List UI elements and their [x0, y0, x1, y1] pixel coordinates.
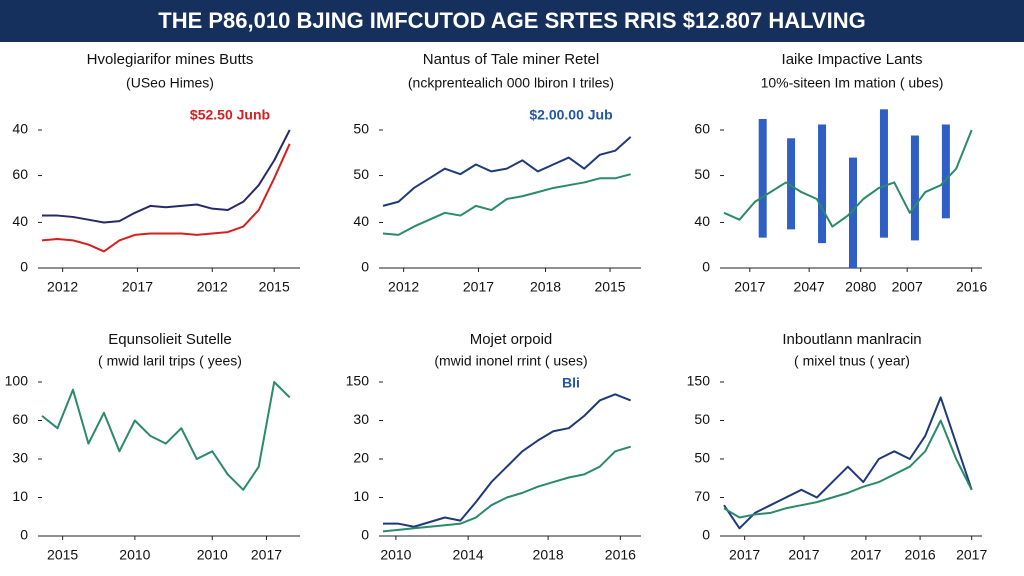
- x-tick-label: 2015: [47, 547, 78, 563]
- y-tick-label: 30: [353, 411, 369, 427]
- x-tick-label: 2007: [892, 279, 923, 295]
- title-banner: [0, 0, 1024, 42]
- chart-title: Hvolegiarifor mines Butts: [87, 51, 254, 68]
- x-tick-label: 2010: [380, 547, 411, 563]
- annotation: $52.50 Junb: [190, 107, 270, 123]
- y-tick-label: 0: [702, 259, 710, 275]
- x-tick-label: 2010: [197, 547, 228, 563]
- chart-title: Iaike Impactive Lants: [782, 51, 923, 68]
- range-bar: [910, 135, 919, 241]
- y-tick-label: 60: [12, 166, 28, 182]
- series-line: [41, 143, 291, 253]
- y-tick-label: 150: [346, 373, 370, 389]
- y-tick-label: 50: [694, 450, 710, 466]
- x-tick-label: 2018: [533, 547, 564, 563]
- x-tick-label: 2012: [388, 279, 419, 295]
- y-tick-label: 50: [694, 411, 710, 427]
- y-tick-label: 150: [687, 373, 711, 389]
- y-tick-label: 30: [12, 450, 28, 466]
- x-tick-label: 2017: [850, 547, 881, 563]
- x-tick-label: 2047: [794, 279, 825, 295]
- y-tick-label: 0: [20, 259, 28, 275]
- x-tick-label: 2016: [956, 279, 987, 295]
- chart-title: Equnsolieit Sutelle: [108, 331, 231, 348]
- chart-title: Inboutlann manlracin: [782, 331, 921, 348]
- series-line: [382, 173, 631, 236]
- series-line: [42, 129, 291, 224]
- annotation: $2.00.00 Jub: [529, 107, 612, 123]
- x-tick-label: 2012: [197, 279, 228, 295]
- y-tick-label: 50: [353, 121, 369, 137]
- chart-subtitle: ( mixel tnus ( year): [794, 353, 910, 369]
- y-tick-label: 60: [694, 121, 710, 137]
- x-tick-label: 2017: [251, 547, 282, 563]
- x-tick-label: 2017: [956, 547, 987, 563]
- y-tick-label: 40: [12, 213, 28, 229]
- range-bar: [879, 109, 888, 238]
- x-tick-label: 2080: [845, 279, 876, 295]
- y-tick-label: 40: [12, 121, 28, 137]
- chart-subtitle: (mwid inonel rrint ( uses): [434, 353, 587, 369]
- range-bar: [849, 157, 857, 268]
- y-tick-label: 50: [694, 166, 710, 182]
- x-tick-label: 2010: [119, 547, 150, 563]
- annotation: Bli: [562, 375, 580, 391]
- range-bar: [758, 118, 767, 238]
- y-tick-label: 100: [5, 373, 29, 389]
- x-tick-label: 2017: [729, 547, 760, 563]
- series-line: [723, 129, 973, 228]
- page-title: THE P86,010 BJING IMFCUTOD AGE SRTES RRI…: [158, 8, 865, 33]
- y-tick-label: 40: [694, 213, 710, 229]
- series-line: [723, 396, 973, 530]
- x-tick-label: 2018: [530, 279, 561, 295]
- x-tick-label: 2017: [463, 279, 494, 295]
- series-line: [382, 136, 632, 207]
- y-tick-label: 0: [702, 527, 710, 543]
- chart-subtitle: 10%-siteen Im mation ( ubes): [761, 75, 944, 91]
- chart-subtitle: (USeo Himes): [126, 75, 214, 91]
- chart-title: Nantus of Tale miner Retel: [423, 51, 599, 68]
- chart-title: Mojet orpoid: [470, 331, 553, 348]
- x-tick-label: 2015: [594, 279, 625, 295]
- y-tick-label: 0: [361, 527, 369, 543]
- x-tick-label: 2014: [453, 547, 484, 563]
- x-tick-label: 2015: [259, 279, 290, 295]
- x-tick-label: 2017: [734, 279, 765, 295]
- series-line: [41, 381, 291, 491]
- y-tick-label: 0: [20, 527, 28, 543]
- series-line: [383, 393, 632, 528]
- y-tick-label: 50: [353, 166, 369, 182]
- y-tick-label: 40: [353, 213, 369, 229]
- x-tick-label: 2012: [47, 279, 78, 295]
- y-tick-label: 0: [361, 259, 369, 275]
- series-line: [382, 445, 631, 533]
- x-tick-label: 2016: [605, 547, 636, 563]
- range-bar: [941, 124, 950, 219]
- y-tick-label: 10: [12, 488, 28, 504]
- y-tick-label: 10: [353, 488, 369, 504]
- y-tick-label: 70: [694, 488, 710, 504]
- y-tick-label: 60: [12, 411, 28, 427]
- x-tick-label: 2017: [788, 547, 819, 563]
- series-line: [723, 419, 973, 519]
- chart-subtitle: ( mwid laril trips ( yees): [98, 353, 242, 369]
- x-tick-label: 2016: [905, 547, 936, 563]
- range-bar: [818, 124, 827, 244]
- range-bar: [787, 138, 796, 230]
- x-tick-label: 2017: [122, 279, 153, 295]
- y-tick-label: 20: [353, 450, 369, 466]
- chart-subtitle: (nckprentealich 000 lbiron I triles): [408, 75, 614, 91]
